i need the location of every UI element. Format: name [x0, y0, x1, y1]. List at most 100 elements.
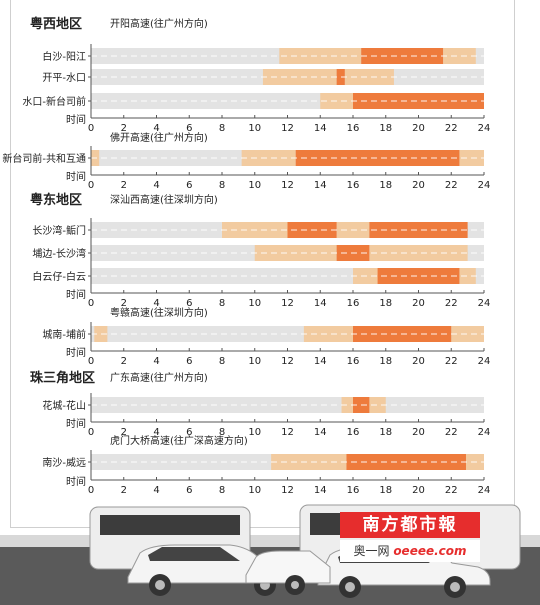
x-tick-label: 14 — [314, 427, 327, 438]
x-tick-label: 8 — [219, 485, 225, 496]
x-tick-label: 22 — [445, 123, 458, 134]
x-tick-label: 18 — [379, 298, 392, 309]
x-tick-label: 12 — [281, 356, 294, 367]
x-axis-label: 时间 — [66, 113, 86, 126]
slow-segment — [451, 326, 484, 342]
x-tick-label: 22 — [445, 356, 458, 367]
x-tick-label: 14 — [314, 356, 327, 367]
x-tick-label: 16 — [347, 356, 360, 367]
x-tick-label: 2 — [121, 427, 127, 438]
x-tick-label: 0 — [88, 123, 94, 134]
x-tick-label: 6 — [186, 180, 192, 191]
row-label: 白云仔-白云 — [32, 270, 86, 283]
x-tick-label: 0 — [88, 427, 94, 438]
x-tick-label: 16 — [347, 427, 360, 438]
x-tick-label: 18 — [379, 427, 392, 438]
x-tick-label: 12 — [281, 123, 294, 134]
logo-site-prefix: 奥一网 — [353, 544, 390, 558]
x-tick-label: 10 — [248, 180, 261, 191]
logo-site-domain: oeeee.com — [393, 544, 467, 558]
jam-segment — [353, 93, 484, 109]
x-tick-label: 10 — [248, 485, 261, 496]
slow-segment — [94, 326, 108, 342]
x-axis-label: 时间 — [66, 475, 86, 488]
region-title: 粤东地区 — [30, 192, 82, 208]
x-tick-label: 8 — [219, 298, 225, 309]
x-tick-label: 0 — [88, 298, 94, 309]
x-tick-label: 18 — [379, 123, 392, 134]
slow-segment — [241, 150, 296, 166]
chart-frame — [10, 0, 515, 528]
slow-segment — [271, 454, 347, 470]
row-label: 长沙湾-鲘门 — [32, 224, 86, 237]
x-tick-label: 18 — [379, 485, 392, 496]
x-tick-label: 0 — [88, 485, 94, 496]
row-label: 水口-新台司前 — [22, 95, 86, 108]
x-tick-label: 4 — [153, 356, 159, 367]
highway-title: 广东高速(往广州方向) — [110, 371, 208, 384]
x-tick-label: 22 — [445, 485, 458, 496]
row-label: 南沙-威远 — [42, 456, 86, 469]
x-tick-label: 14 — [314, 123, 327, 134]
jam-segment — [295, 150, 460, 166]
x-tick-label: 24 — [478, 427, 491, 438]
slow-segment — [443, 48, 476, 64]
x-tick-label: 12 — [281, 180, 294, 191]
x-tick-label: 10 — [248, 427, 261, 438]
x-tick-label: 12 — [281, 427, 294, 438]
x-tick-label: 16 — [347, 180, 360, 191]
highway-title: 佛开高速(往广州方向) — [110, 131, 208, 144]
x-tick-label: 12 — [281, 298, 294, 309]
newspaper-logo: 南方都市報 奥一网 oeeee.com — [340, 512, 480, 568]
x-tick-label: 18 — [379, 180, 392, 191]
x-tick-label: 12 — [281, 485, 294, 496]
slow-segment — [344, 69, 394, 85]
highway-title: 虎门大桥高速(往广深高速方向) — [110, 434, 248, 447]
x-tick-label: 22 — [445, 427, 458, 438]
x-tick-label: 2 — [121, 298, 127, 309]
x-axis-label: 时间 — [66, 170, 86, 183]
slow-segment — [341, 397, 353, 413]
x-tick-label: 24 — [478, 356, 491, 367]
x-tick-label: 8 — [219, 427, 225, 438]
x-tick-label: 20 — [412, 180, 425, 191]
row-label: 花城-花山 — [42, 399, 86, 412]
x-axis-label: 时间 — [66, 346, 86, 359]
slow-segment — [369, 245, 468, 261]
x-tick-label: 4 — [153, 123, 159, 134]
x-tick-label: 0 — [88, 180, 94, 191]
x-tick-label: 20 — [412, 356, 425, 367]
x-tick-label: 24 — [478, 485, 491, 496]
x-tick-label: 14 — [314, 298, 327, 309]
highway-title: 深汕西高速(往深圳方向) — [110, 193, 218, 206]
x-tick-label: 6 — [186, 356, 192, 367]
x-tick-label: 22 — [445, 180, 458, 191]
x-tick-label: 20 — [412, 485, 425, 496]
highway-title: 开阳高速(往广州方向) — [110, 17, 208, 30]
x-axis-label: 时间 — [66, 417, 86, 430]
x-tick-label: 14 — [314, 485, 327, 496]
x-tick-label: 16 — [347, 485, 360, 496]
x-tick-label: 16 — [347, 298, 360, 309]
x-tick-label: 0 — [88, 356, 94, 367]
x-tick-label: 2 — [121, 485, 127, 496]
jam-segment — [369, 222, 468, 238]
slow-segment — [369, 397, 386, 413]
x-tick-label: 8 — [219, 123, 225, 134]
x-tick-label: 24 — [478, 180, 491, 191]
x-tick-label: 8 — [219, 180, 225, 191]
x-tick-label: 8 — [219, 356, 225, 367]
row-label: 埔边-长沙湾 — [32, 247, 86, 260]
x-tick-label: 20 — [412, 123, 425, 134]
x-tick-label: 6 — [186, 298, 192, 309]
jam-segment — [377, 268, 460, 284]
region-title: 粤西地区 — [30, 16, 82, 32]
x-tick-label: 10 — [248, 298, 261, 309]
row-label: 新台司前-共和互通 — [2, 152, 86, 165]
x-tick-label: 2 — [121, 356, 127, 367]
x-tick-label: 20 — [412, 427, 425, 438]
x-tick-label: 18 — [379, 356, 392, 367]
row-label: 城南-埔前 — [42, 328, 86, 341]
x-tick-label: 2 — [121, 123, 127, 134]
slow-segment — [303, 326, 353, 342]
